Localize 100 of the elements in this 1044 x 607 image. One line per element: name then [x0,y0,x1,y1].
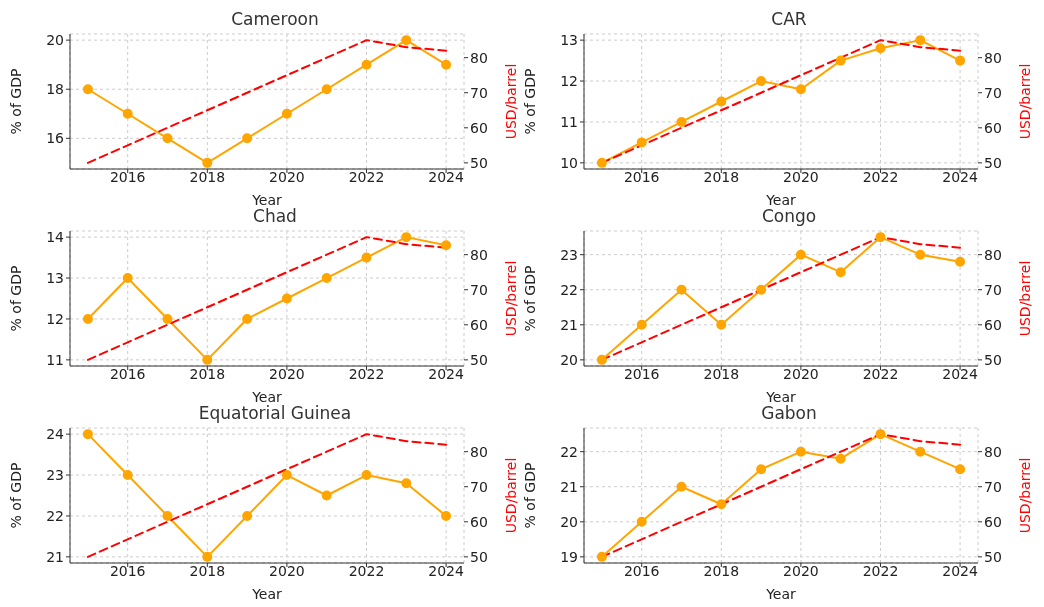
x-tick-label: 2022 [348,562,385,579]
y2-axis-title: USD/barrel [1016,63,1033,140]
point [676,481,687,492]
point [281,293,292,304]
y2-tick-label: 50 [470,154,488,171]
y-tick-label: 22 [560,443,578,460]
point [795,249,806,260]
y-tick-label: 19 [560,548,578,565]
point [281,470,292,481]
x-tick-label: 2020 [269,365,305,382]
x-tick-label: 2018 [189,365,226,382]
x-tick-label: 2024 [942,562,978,579]
point [596,354,607,365]
y2-tick-label: 80 [984,49,1002,66]
y-tick-label: 10 [560,154,578,171]
y2-tick-label: 70 [984,478,1002,495]
y2-tick-label: 50 [470,548,488,565]
y2-tick-label: 50 [984,548,1002,565]
point [122,108,133,119]
x-tick-label: 2018 [703,562,740,579]
y-tick-label: 20 [560,351,578,368]
point [202,157,213,168]
point [401,478,412,489]
x-tick-label: 2024 [942,365,978,382]
y-axis-title: % of GDP [521,68,538,135]
y2-tick-label: 80 [470,246,488,263]
y-tick-label: 14 [46,229,65,246]
y2-axis-title: USD/barrel [502,260,519,337]
y-tick-label: 12 [560,73,578,90]
y2-tick-label: 80 [470,443,488,460]
y2-axis-title: USD/barrel [1016,457,1033,534]
x-tick-label: 2016 [109,365,146,382]
x-axis-title: Year [765,192,797,208]
point [955,55,966,66]
point [756,76,767,87]
point [242,510,253,521]
point [401,232,412,243]
point [636,516,647,527]
chart-title: CAR [770,8,808,30]
y-tick-label: 24 [46,426,65,443]
y-tick-label: 21 [560,316,578,333]
y-axis-title: % of GDP [521,265,538,332]
y-tick-label: 20 [560,513,578,530]
x-tick-label: 2020 [783,562,819,579]
chart-title: Gabon [760,402,818,424]
y-axis-title: % of GDP [7,462,24,529]
y2-tick-label: 70 [470,281,488,298]
x-tick-label: 2022 [348,365,385,382]
x-tick-label: 2018 [189,562,226,579]
x-tick-label: 2018 [189,168,226,185]
point [955,256,966,267]
x-tick-label: 2016 [623,168,660,185]
x-tick-label: 2022 [348,168,385,185]
point [636,137,647,148]
point [716,96,727,107]
point [955,464,966,475]
point [122,273,133,284]
point [441,59,452,70]
y2-tick-label: 70 [470,478,488,495]
x-tick-label: 2022 [862,365,899,382]
x-axis-title: Year [251,586,283,602]
y-tick-label: 22 [560,281,578,298]
x-tick-label: 2024 [942,168,978,185]
y2-tick-label: 70 [984,281,1002,298]
point [795,446,806,457]
y2-tick-label: 60 [984,316,1002,333]
x-tick-label: 2016 [623,562,660,579]
point [281,108,292,119]
y2-tick-label: 50 [984,351,1002,368]
y2-tick-label: 70 [470,84,488,101]
y-axis-title: % of GDP [7,68,24,135]
point [321,273,332,284]
point [795,84,806,95]
point [361,252,372,263]
x-tick-label: 2016 [623,365,660,382]
point [676,116,687,127]
point [162,313,173,324]
point [242,313,253,324]
y2-axis-title: USD/barrel [502,63,519,140]
y2-tick-label: 60 [984,119,1002,136]
y2-tick-label: 80 [470,49,488,66]
y-tick-label: 23 [560,246,578,263]
point [835,453,846,464]
y-axis-title: % of GDP [521,462,538,529]
chart-title: Congo [760,205,818,227]
x-tick-label: 2022 [862,168,899,185]
x-tick-label: 2020 [783,168,819,185]
x-tick-label: 2024 [428,168,464,185]
point [122,470,133,481]
x-axis-title: Year [251,192,283,208]
chart-title: Cameroon [230,8,320,30]
point [756,284,767,295]
y-axis-title: % of GDP [7,265,24,332]
point [401,35,412,46]
point [915,249,926,260]
x-tick-label: 2024 [428,562,464,579]
chart-title: Equatorial Guinea [197,402,353,424]
point [835,267,846,278]
x-tick-label: 2020 [269,168,305,185]
point [636,319,647,330]
